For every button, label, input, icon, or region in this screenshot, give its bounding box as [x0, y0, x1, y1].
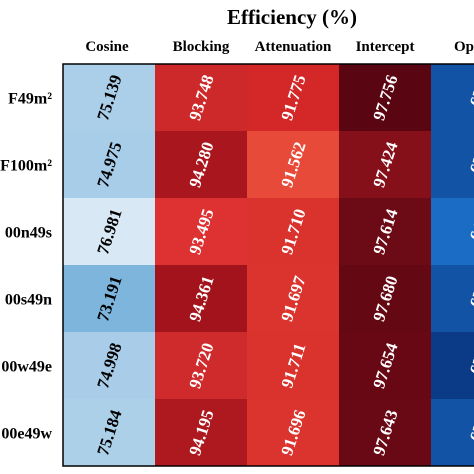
column-label-2: Blocking	[173, 39, 230, 55]
heatmap-cell	[247, 265, 339, 332]
row-label-5: 00w49e	[1, 359, 52, 376]
heatmap-cell	[431, 332, 474, 399]
chart-title: Efficiency (%)	[227, 5, 357, 29]
column-label-4: Intercept	[356, 39, 415, 55]
heatmap-cell	[155, 332, 247, 399]
column-label-3: Attenuation	[255, 39, 332, 55]
heatmap-cell	[63, 399, 155, 466]
heatmap-cell	[339, 332, 431, 399]
heatmap-cell	[155, 198, 247, 265]
heatmap-cell	[339, 399, 431, 466]
heatmap-cell	[155, 265, 247, 332]
column-label-5: Op	[454, 39, 474, 55]
heatmap-cell	[247, 399, 339, 466]
cell-value-label: 63	[466, 154, 474, 176]
heatmap-cell	[155, 399, 247, 466]
row-label-6: 00e49w	[1, 426, 52, 443]
row-label-3: 00n49s	[5, 225, 52, 242]
heatmap-cell	[339, 64, 431, 131]
cell-value-label: 63	[466, 422, 474, 444]
cell-value-label: 63	[466, 87, 474, 109]
plot-frame	[62, 63, 474, 467]
heatmap-cell	[431, 265, 474, 332]
column-label-1: Cosine	[85, 39, 129, 55]
heatmap-cell	[155, 64, 247, 131]
heatmap-cell	[431, 198, 474, 265]
heatmap-cells	[63, 64, 474, 466]
column-labels: Cosine Blocking Attenuation Intercept Op	[85, 39, 474, 55]
heatmap-cell	[431, 64, 474, 131]
heatmap-cell	[339, 198, 431, 265]
cell-value-label: 63	[466, 288, 474, 310]
heatmap-cell	[63, 64, 155, 131]
heatmap-cell	[247, 332, 339, 399]
heatmap-cell	[63, 332, 155, 399]
heatmap-cell	[431, 131, 474, 198]
heatmap-cell	[339, 265, 431, 332]
row-label-2: F100m²	[0, 158, 52, 175]
heatmap-cell	[63, 131, 155, 198]
heatmap-cell	[247, 131, 339, 198]
heatmap-cell	[63, 198, 155, 265]
heatmap-cell	[63, 265, 155, 332]
cell-value-label: 62	[466, 355, 474, 377]
heatmap-cell	[247, 198, 339, 265]
row-label-1: F49m²	[8, 91, 52, 108]
heatmap-cell	[339, 131, 431, 198]
heatmap-cell	[247, 64, 339, 131]
heatmap-cell	[155, 131, 247, 198]
heatmap-cell	[431, 399, 474, 466]
cell-value-label: 64	[466, 220, 474, 243]
row-labels: F49m² F100m² 00n49s 00s49n 00w49e 00e49w	[0, 91, 52, 443]
row-label-4: 00s49n	[5, 292, 52, 309]
